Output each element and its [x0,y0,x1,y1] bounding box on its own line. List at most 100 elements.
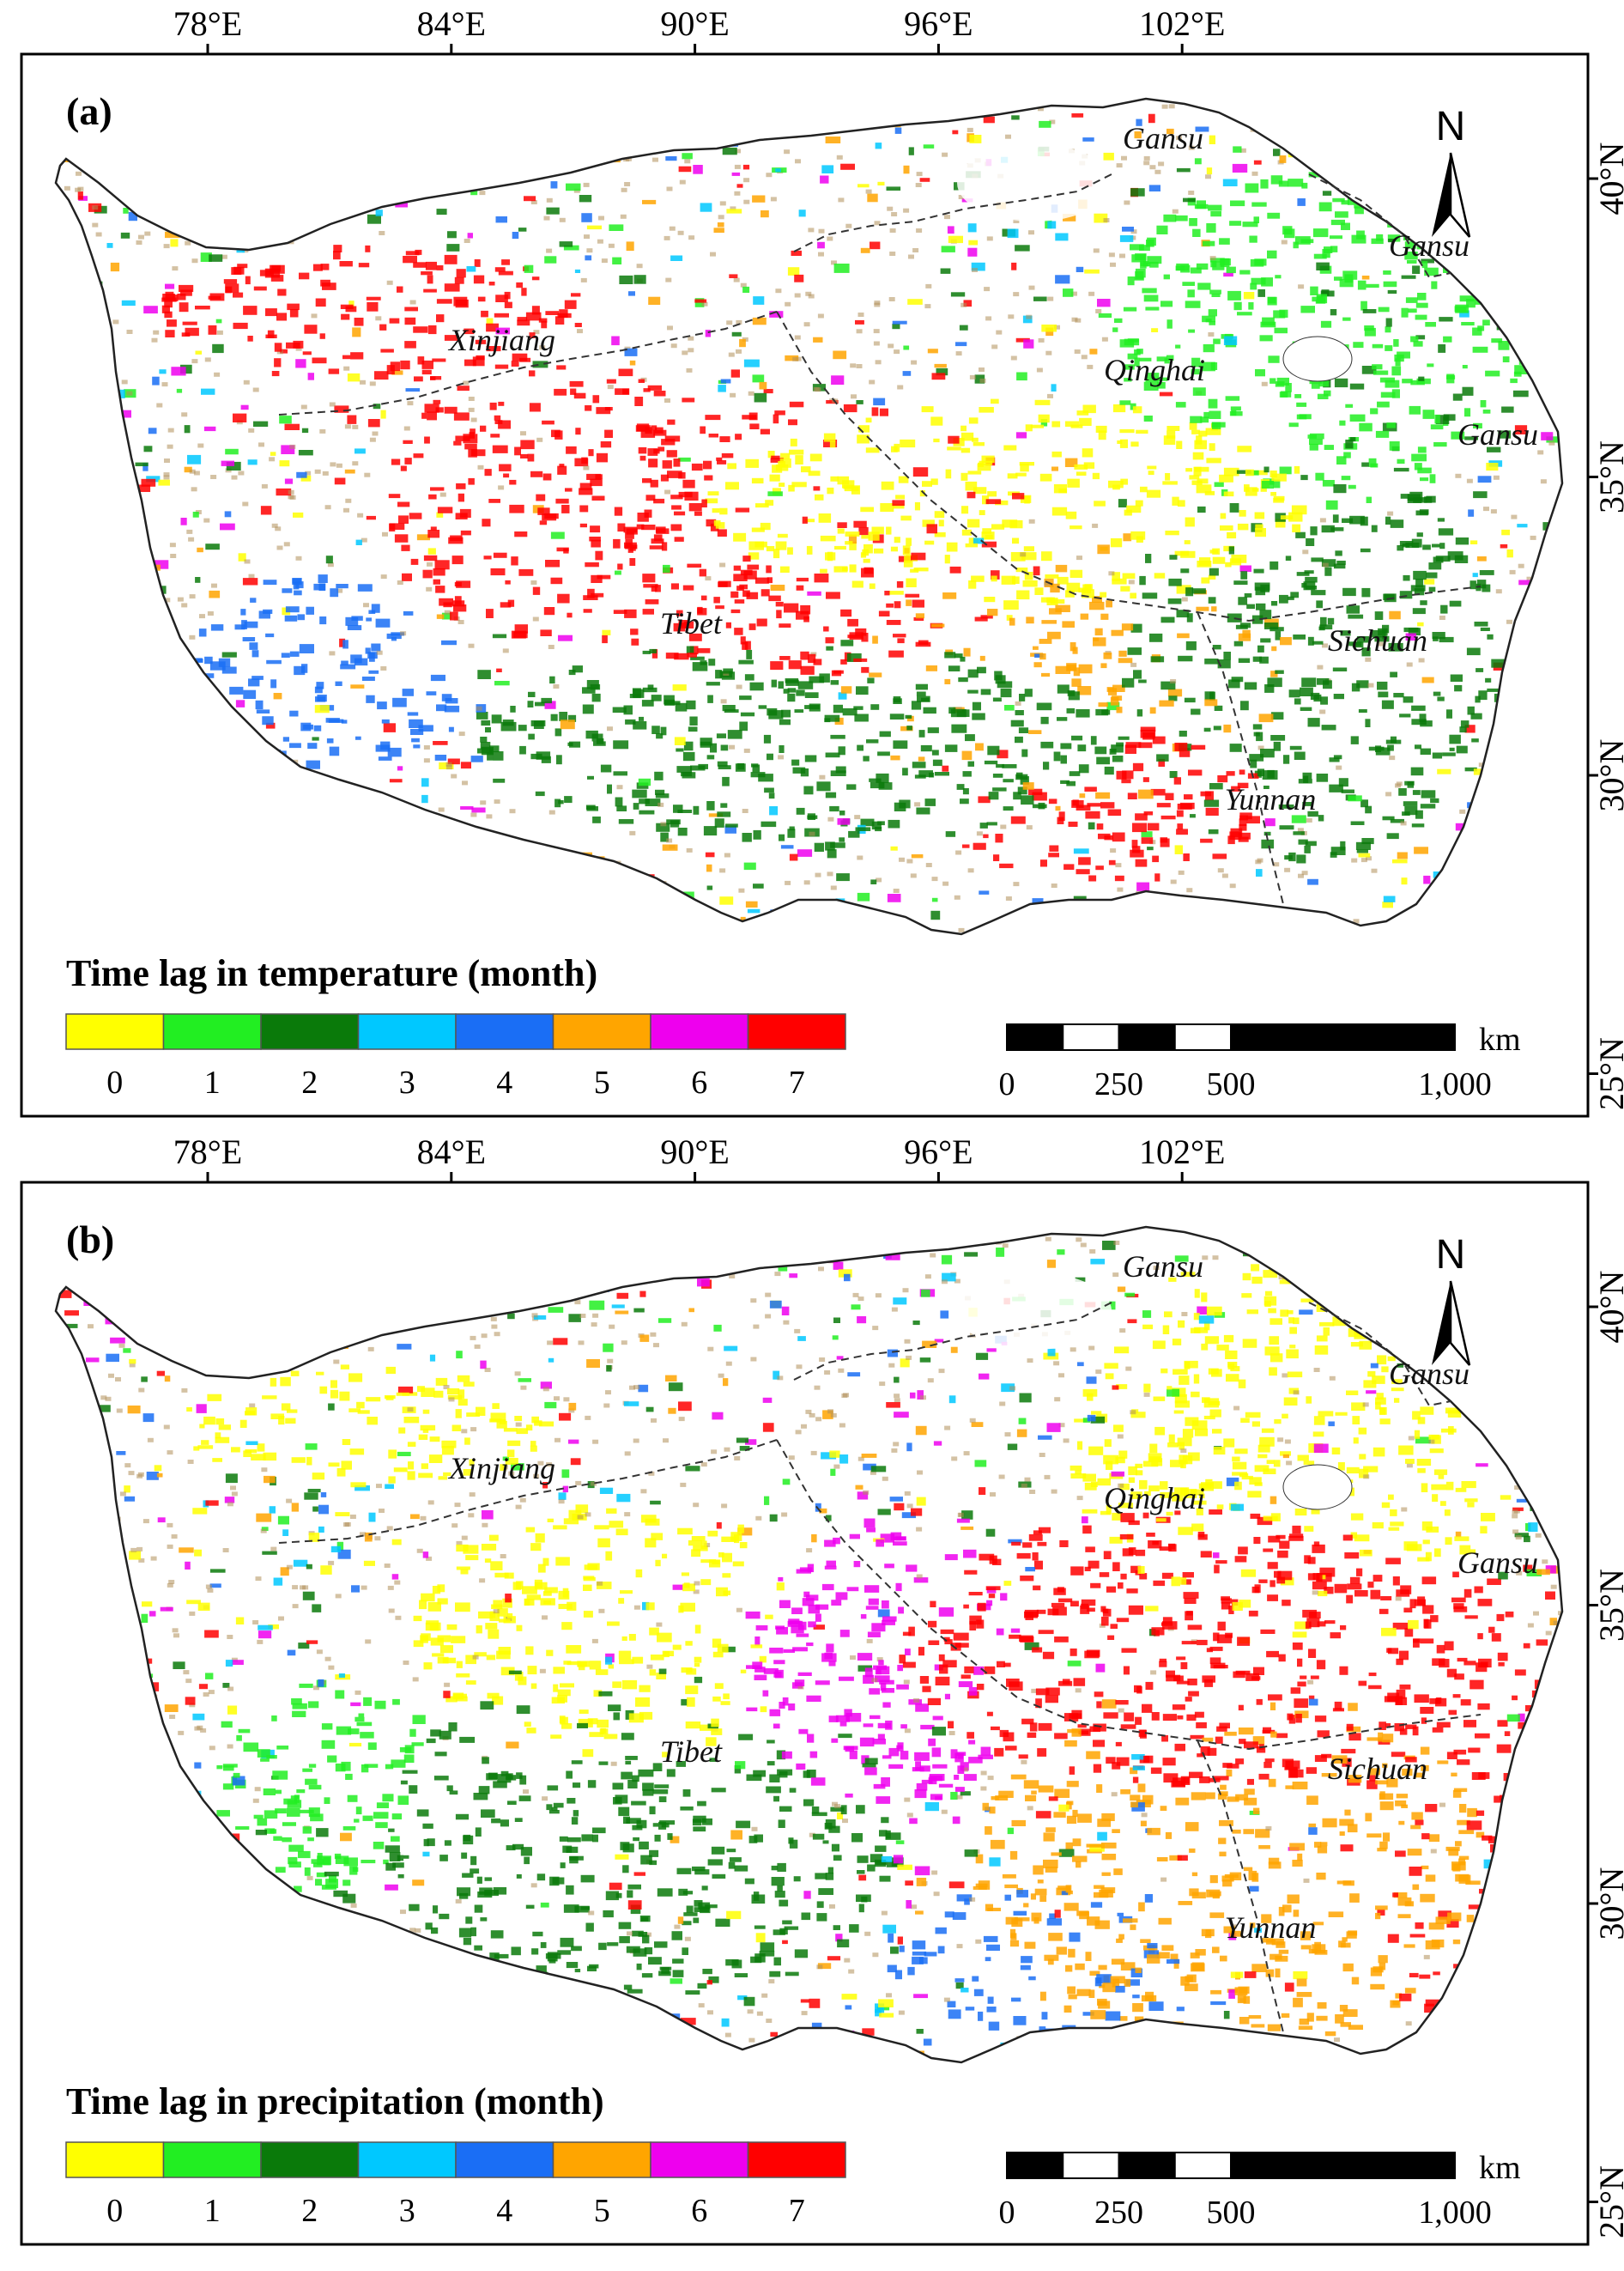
raster-cell [723,2053,730,2062]
raster-cell [742,164,750,170]
raster-cell [1092,523,1099,528]
raster-cell [1395,1850,1406,1857]
raster-cell [392,697,407,707]
raster-cell [109,902,116,908]
raster-cell [934,511,945,519]
raster-cell [769,1970,781,1977]
raster-cell [1017,786,1027,795]
raster-cell [464,239,470,243]
raster-cell [947,226,954,234]
raster-cell [1239,823,1247,831]
raster-cell [1156,754,1169,762]
raster-cell [828,1825,840,1833]
raster-cell [1090,736,1097,745]
raster-cell [315,696,326,702]
raster-cell [916,691,926,696]
raster-cell [967,669,979,678]
raster-cell [269,457,276,462]
raster-cell [774,925,791,934]
raster-cell [693,1826,706,1832]
raster-cell [1275,631,1282,641]
raster-cell [347,179,354,185]
raster-cell [809,453,822,462]
raster-cell [743,570,757,580]
raster-cell [1321,725,1336,731]
raster-cell [1021,749,1028,757]
raster-cell [1191,480,1203,485]
raster-cell [1222,179,1238,186]
raster-cell [1135,268,1146,278]
raster-cell [941,1254,953,1265]
raster-cell [1566,922,1580,928]
raster-cell [1430,798,1439,804]
raster-cell [240,404,249,410]
raster-cell [1134,349,1141,355]
raster-cell [1149,261,1159,268]
raster-cell [1029,1490,1036,1494]
raster-cell [1166,355,1174,361]
raster-cell [1523,131,1536,137]
raster-cell [557,1255,564,1260]
raster-cell [1235,1758,1245,1764]
raster-cell [1005,1746,1017,1751]
raster-cell [652,1789,669,1794]
raster-cell [1490,509,1497,514]
raster-cell [1388,642,1403,652]
raster-cell [1563,444,1576,452]
raster-cell [1411,538,1422,548]
raster-cell [546,207,560,215]
raster-cell [585,1415,591,1420]
raster-cell [289,743,301,749]
raster-cell [430,526,437,531]
raster-cell [1181,1312,1188,1316]
raster-cell [119,829,126,834]
raster-cell [760,1942,775,1952]
raster-cell [760,522,771,531]
raster-cell [90,1769,100,1774]
raster-cell [643,388,651,392]
raster-cell [1302,100,1308,105]
raster-cell [1373,1447,1385,1457]
raster-cell [1428,586,1436,592]
raster-cell [430,376,442,380]
raster-cell [236,1734,242,1741]
raster-cell [670,495,683,500]
raster-cell [1165,531,1179,536]
raster-cell [787,688,797,693]
raster-cell [602,635,608,644]
raster-cell [1013,219,1020,223]
raster-cell [1390,1521,1404,1527]
raster-cell [804,692,819,698]
raster-cell [1140,726,1156,732]
raster-cell [996,330,1003,335]
raster-cell [1308,1695,1315,1700]
raster-cell [787,693,796,702]
raster-cell [559,1715,566,1723]
raster-cell [335,681,342,686]
raster-cell [1069,771,1081,776]
raster-cell [968,1592,983,1596]
raster-cell [1251,277,1266,285]
raster-cell [284,214,300,223]
raster-cell [1463,1661,1476,1666]
raster-cell [833,670,844,674]
raster-cell [1200,1746,1210,1756]
raster-cell [1133,670,1142,679]
raster-cell [1177,823,1184,830]
raster-cell [1214,1564,1220,1574]
raster-cell [1452,1694,1461,1698]
raster-cell [1078,664,1093,674]
raster-cell [519,357,531,362]
raster-cell [829,440,836,448]
raster-cell [493,552,507,558]
raster-cell [733,574,748,581]
raster-cell [1497,1935,1508,1945]
raster-cell [1106,701,1120,711]
raster-cell [1117,1286,1126,1292]
raster-cell [1414,847,1428,854]
raster-cell [1271,601,1278,606]
raster-cell [373,404,381,410]
raster-cell [1057,817,1064,824]
raster-cell [1152,855,1159,863]
